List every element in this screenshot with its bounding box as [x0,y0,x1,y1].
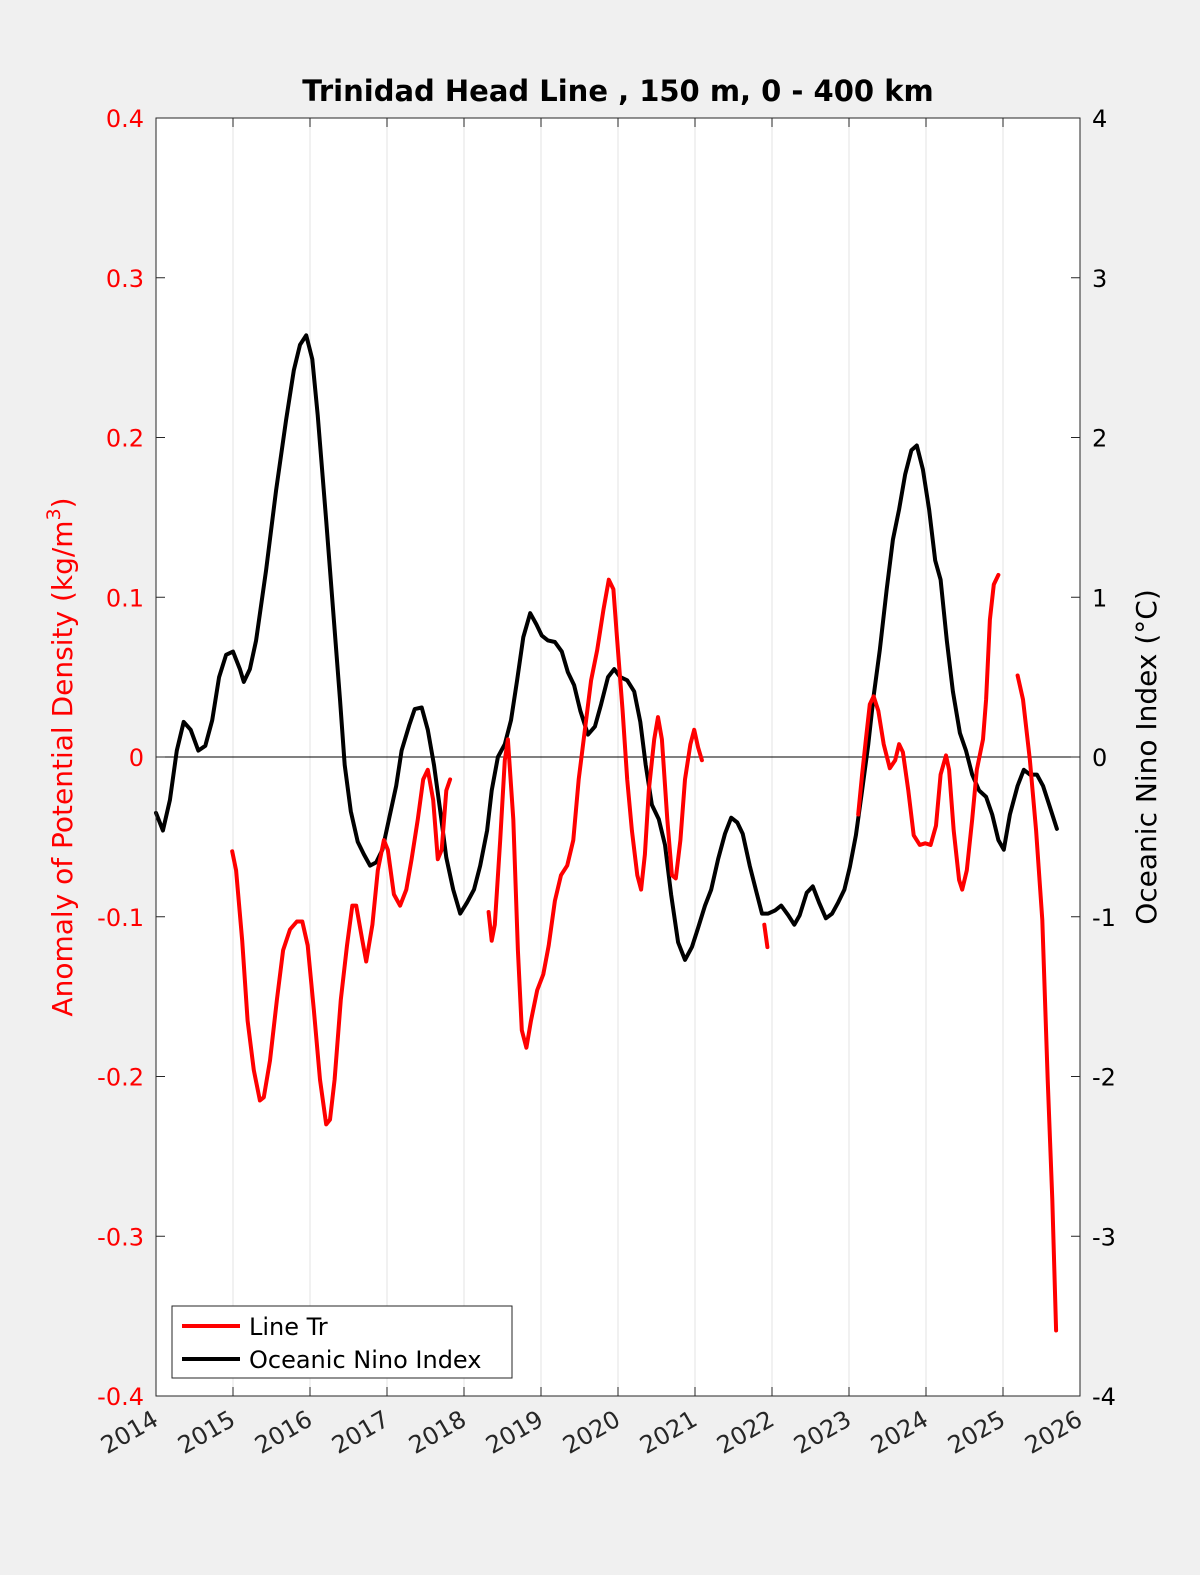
y-left-tick-label: 0.3 [106,265,144,293]
series-line-tr-segment [486,577,704,1050]
legend: Line Tr Oceanic Nino Index [171,1305,513,1379]
series-oni-segment [154,333,1059,962]
y-axis-left-label-text: Anomaly of Potential Density (kg/m [46,520,79,1016]
y-left-tick-label: -0.4 [97,1383,144,1411]
series-line-tr-segment [1015,673,1059,1333]
y-right-tick-label: -1 [1092,904,1116,932]
y-right-tick-label: 4 [1092,105,1107,133]
series-line-tr-segment [230,767,453,1127]
y-right-tick-label: 0 [1092,744,1107,772]
y-left-tick-label: -0.3 [97,1223,144,1251]
y-right-tick-label: 2 [1092,425,1107,453]
y-axis-left-label-sup: 3 [43,508,65,520]
legend-box [171,1305,513,1379]
y-axis-right-label: Oceanic Nino Index (°C) [1130,589,1163,925]
y-right-tick-label: -4 [1092,1383,1116,1411]
legend-label-line-tr: Line Tr [249,1313,328,1341]
y-left-tick-label: -0.1 [97,904,144,932]
y-left-tick-label: 0 [129,744,144,772]
series-line-tr-segment [856,572,1001,892]
series-group [154,333,1059,1333]
series-line-tr-segment [762,922,770,950]
y-right-tick-label: 1 [1092,584,1107,612]
y-left-tick-label: -0.2 [97,1064,144,1092]
y-right-tick-label: 3 [1092,265,1107,293]
y-right-tick-label: -2 [1092,1064,1116,1092]
y-left-tick-label: 0.1 [106,584,144,612]
y-left-tick-label: 0.4 [106,105,144,133]
y-axis-left-label: Anomaly of Potential Density (kg/m3) [43,497,79,1016]
y-axis-left-label-close: ) [46,497,79,508]
legend-label-oni: Oceanic Nino Index [249,1346,481,1374]
chart-title: Trinidad Head Line , 150 m, 0 - 400 km [302,74,933,108]
y-left-tick-label: 0.2 [106,425,144,453]
y-right-tick-label: -3 [1092,1223,1116,1251]
